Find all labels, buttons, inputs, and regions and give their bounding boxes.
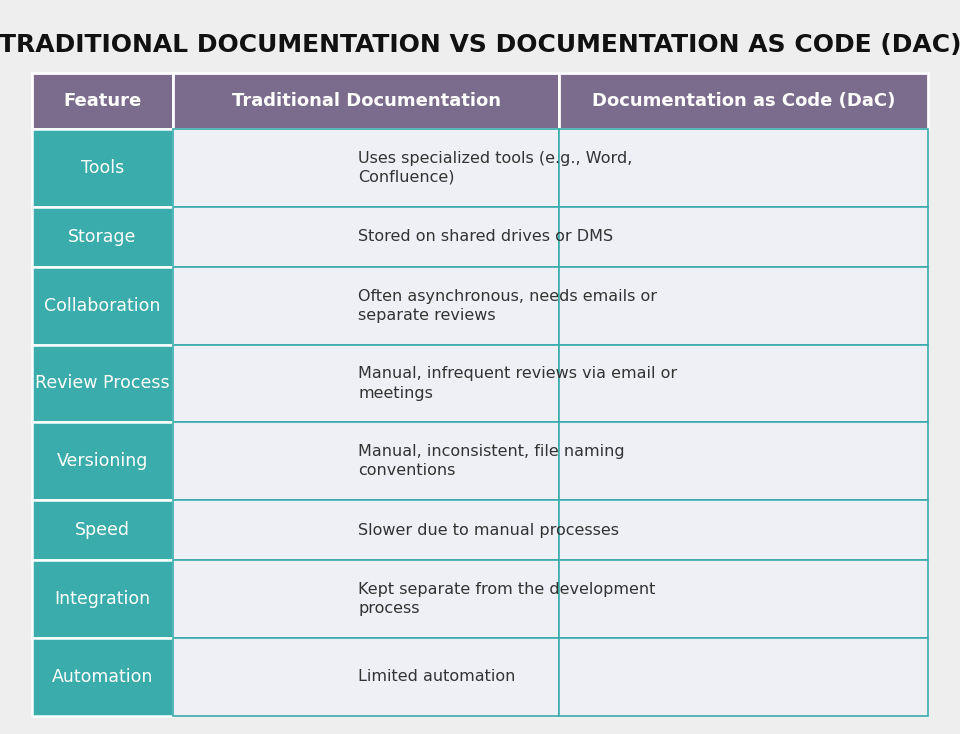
Text: Traditional Documentation: Traditional Documentation — [231, 92, 500, 110]
Text: Review Process: Review Process — [36, 374, 170, 393]
Text: Integration: Integration — [55, 590, 151, 608]
Text: Kept separate from the development
process: Kept separate from the development proce… — [358, 582, 656, 616]
Text: Often asynchronous, needs emails or
separate reviews: Often asynchronous, needs emails or sepa… — [358, 288, 658, 323]
Text: Collaboration: Collaboration — [44, 297, 160, 315]
Text: Limited automation: Limited automation — [358, 669, 516, 684]
Text: Uses specialized tools (e.g., Word,
Confluence): Uses specialized tools (e.g., Word, Conf… — [358, 150, 633, 185]
Text: Manual, infrequent reviews via email or
meetings: Manual, infrequent reviews via email or … — [358, 366, 678, 401]
Text: Slower due to manual processes: Slower due to manual processes — [358, 523, 619, 537]
Text: Speed: Speed — [75, 521, 130, 539]
Text: TRADITIONAL DOCUMENTATION VS DOCUMENTATION AS CODE (DAC): TRADITIONAL DOCUMENTATION VS DOCUMENTATI… — [0, 33, 960, 57]
Text: Storage: Storage — [68, 228, 136, 246]
Text: Stored on shared drives or DMS: Stored on shared drives or DMS — [358, 229, 613, 244]
Text: Versioning: Versioning — [57, 452, 148, 470]
Text: Manual, inconsistent, file naming
conventions: Manual, inconsistent, file naming conven… — [358, 444, 625, 479]
Text: Automation: Automation — [52, 668, 154, 686]
Text: Tools: Tools — [81, 159, 124, 177]
Text: Documentation as Code (DaC): Documentation as Code (DaC) — [592, 92, 896, 110]
Text: Feature: Feature — [63, 92, 142, 110]
